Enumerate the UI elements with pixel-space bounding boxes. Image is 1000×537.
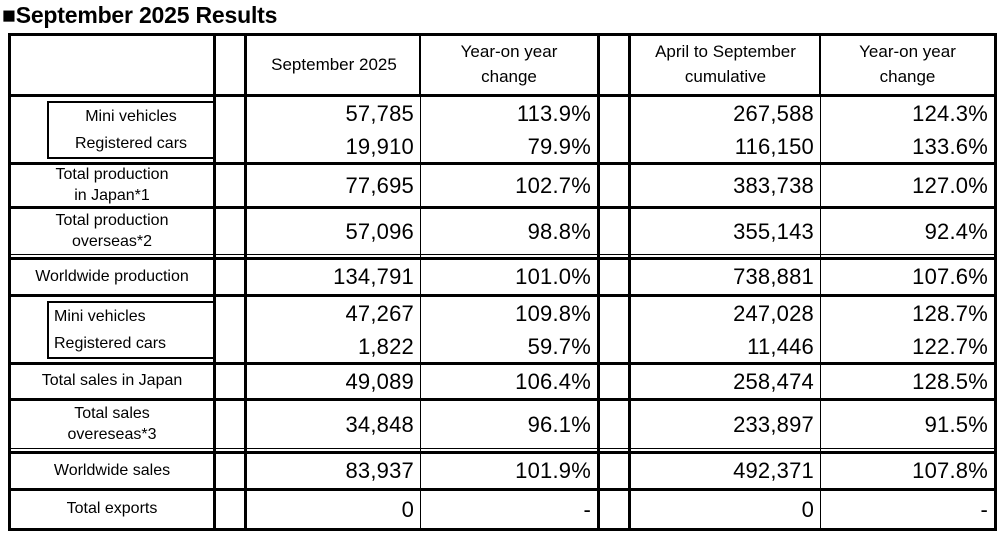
- column-divider: [420, 94, 421, 531]
- table-border-top: [8, 33, 997, 36]
- column-divider: [819, 33, 821, 97]
- value-september: 19,910: [345, 133, 414, 159]
- value-cumulative-yoy: -: [980, 496, 988, 522]
- value-cumulative: 355,143: [733, 218, 814, 244]
- header-divider: [8, 94, 997, 97]
- value-cumulative-yoy: 107.6%: [912, 264, 988, 289]
- value-yoy-change: 79.9%: [527, 133, 591, 159]
- row-label-total-exports: Total exports: [66, 500, 158, 518]
- value-cumulative-yoy: 107.8%: [912, 458, 988, 483]
- row-label-mini-vehicles-sales: Mini vehicles: [54, 307, 146, 325]
- row-label-total-sales-overseas: Total sales overeseas*3: [67, 404, 157, 443]
- table-border-right: [994, 33, 997, 531]
- column-divider: [628, 33, 631, 531]
- value-yoy-change: 59.7%: [527, 333, 591, 359]
- row-label-total-sales-japan: Total sales in Japan: [41, 372, 183, 390]
- value-cumulative-yoy: 127.0%: [912, 172, 988, 198]
- value-yoy-change: 96.1%: [527, 411, 591, 437]
- row-divider: [8, 206, 997, 209]
- table-border-bottom: [8, 528, 997, 531]
- value-yoy-change: 113.9%: [516, 101, 591, 126]
- row-label-worldwide-sales: Worldwide sales: [53, 461, 171, 479]
- value-september: 83,937: [345, 458, 414, 483]
- double-divider-thin: [8, 254, 997, 255]
- column-divider: [244, 33, 247, 531]
- value-september: 47,267: [345, 301, 414, 326]
- value-september: 1,822: [357, 333, 414, 359]
- row-label-registered-cars-production: Registered cars: [74, 134, 188, 152]
- value-cumulative-yoy: 128.7%: [912, 301, 988, 326]
- column-divider: [213, 33, 216, 531]
- row-label-registered-cars-sales: Registered cars: [54, 334, 167, 352]
- value-cumulative: 233,897: [733, 411, 814, 437]
- row-divider: [8, 294, 997, 297]
- column-divider: [820, 94, 821, 531]
- column-header-yoy-change-1: Year-on year change: [460, 42, 558, 86]
- sales-vehicle-group-box: Mini vehicles Registered cars: [47, 301, 213, 359]
- value-cumulative-yoy: 124.3%: [912, 101, 988, 126]
- row-label-worldwide-production: Worldwide production: [35, 267, 189, 285]
- value-yoy-change: 98.8%: [527, 218, 591, 244]
- value-september: 34,848: [345, 411, 414, 437]
- page-title: ■September 2025 Results: [2, 1, 278, 28]
- row-divider: [8, 398, 997, 401]
- value-cumulative: 738,881: [733, 264, 814, 289]
- value-cumulative: 247,028: [733, 301, 814, 326]
- value-cumulative: 116,150: [734, 133, 814, 159]
- double-divider-thick: [8, 257, 997, 260]
- column-divider: [597, 33, 600, 531]
- row-label-mini-vehicles-production: Mini vehicles: [85, 107, 177, 125]
- double-divider-thin: [8, 448, 997, 449]
- value-cumulative: 11,446: [747, 333, 814, 359]
- column-header-cumulative: April to September cumulative: [655, 42, 796, 86]
- row-divider: [8, 362, 997, 365]
- double-divider-thick: [8, 451, 997, 454]
- value-cumulative-yoy: 133.6%: [912, 133, 988, 159]
- value-yoy-change: 102.7%: [515, 172, 591, 198]
- column-header-yoy-change-2: Year-on year change: [859, 42, 956, 86]
- value-yoy-change: 109.8%: [515, 301, 591, 326]
- row-divider: [8, 162, 997, 165]
- value-yoy-change: 101.9%: [515, 458, 591, 483]
- value-cumulative: 267,588: [733, 101, 814, 126]
- value-september: 0: [401, 496, 414, 522]
- value-cumulative: 0: [801, 496, 814, 522]
- value-cumulative-yoy: 128.5%: [912, 368, 988, 394]
- row-label-total-production-overseas: Total production overseas*2: [55, 211, 169, 250]
- value-yoy-change: -: [583, 496, 591, 522]
- row-label-total-production-japan: Total production in Japan*1: [55, 165, 169, 204]
- value-september: 49,089: [345, 368, 414, 394]
- value-cumulative: 492,371: [733, 458, 814, 483]
- column-header-september: September 2025: [271, 54, 397, 74]
- value-cumulative-yoy: 92.4%: [924, 218, 988, 244]
- value-september: 77,695: [345, 172, 414, 198]
- value-september: 57,785: [345, 101, 414, 126]
- value-yoy-change: 106.4%: [515, 368, 591, 394]
- value-cumulative: 258,474: [733, 368, 814, 394]
- column-divider: [419, 33, 421, 97]
- table-border-left: [8, 33, 11, 531]
- value-september: 57,096: [345, 218, 414, 244]
- value-yoy-change: 101.0%: [515, 264, 591, 289]
- value-cumulative-yoy: 122.7%: [912, 333, 988, 359]
- value-cumulative: 383,738: [733, 172, 814, 198]
- value-cumulative-yoy: 91.5%: [924, 411, 988, 437]
- row-divider: [8, 488, 997, 491]
- results-table: September 2025 Year-on year change April…: [8, 33, 997, 531]
- production-vehicle-group-box: Mini vehicles Registered cars: [47, 101, 213, 159]
- value-september: 134,791: [333, 264, 414, 289]
